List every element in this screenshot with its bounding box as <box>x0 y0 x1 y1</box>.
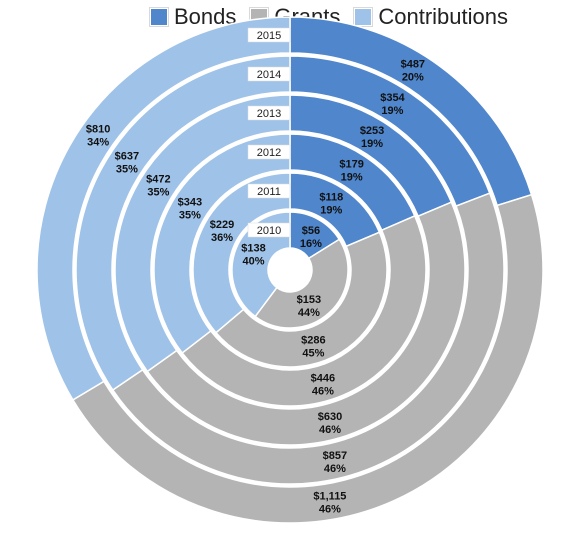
pct-label-2014-bonds: 19% <box>381 105 403 117</box>
pct-label-2013-grants: 46% <box>319 424 341 436</box>
year-label-2010: 2010 <box>257 225 281 237</box>
value-label-2010-grants: $153 <box>297 294 321 306</box>
value-label-2014-grants: $857 <box>323 450 347 462</box>
value-label-2010-bonds: $56 <box>302 225 320 237</box>
pct-label-2012-bonds: 19% <box>341 171 363 183</box>
year-label-bg-2012 <box>247 144 291 160</box>
pct-label-2014-contributions: 35% <box>116 163 138 175</box>
pct-label-2011-contributions: 36% <box>211 232 233 244</box>
value-label-2013-contributions: $472 <box>146 173 170 185</box>
pct-label-2015-bonds: 20% <box>402 72 424 84</box>
pct-label-2011-grants: 45% <box>302 347 324 359</box>
year-label-2011: 2011 <box>257 186 281 198</box>
slice-2014-contributions <box>75 55 291 391</box>
slice-2010-grants <box>254 238 349 329</box>
slice-2010-contributions <box>231 211 291 318</box>
pct-label-2012-grants: 46% <box>312 385 334 397</box>
year-label-bg-2011 <box>247 183 291 199</box>
pct-label-2012-contributions: 35% <box>179 210 201 222</box>
value-label-2011-contributions: $229 <box>210 219 234 231</box>
pct-label-2013-bonds: 19% <box>361 138 383 150</box>
value-label-2011-bonds: $118 <box>319 192 343 204</box>
value-label-2014-contributions: $637 <box>115 150 139 162</box>
year-label-bg-2010 <box>247 222 291 238</box>
value-label-2015-grants: $1,115 <box>313 491 346 503</box>
value-label-2011-grants: $286 <box>301 334 325 346</box>
pct-label-2013-contributions: 35% <box>147 186 169 198</box>
year-label-bg-2015 <box>247 27 291 43</box>
value-label-2012-grants: $446 <box>311 372 335 384</box>
legend-swatch-bonds <box>149 8 168 26</box>
pct-label-2011-bonds: 19% <box>320 205 342 217</box>
slice-2015-contributions <box>36 16 291 401</box>
slice-2013-grants <box>146 201 466 446</box>
slice-2013-contributions <box>114 94 291 373</box>
slice-2011-grants <box>214 231 388 368</box>
year-label-2013: 2013 <box>257 108 281 120</box>
year-label-2012: 2012 <box>257 147 281 159</box>
legend-label-contributions: Contributions <box>378 4 508 29</box>
year-label-bg-2014 <box>247 66 291 82</box>
pct-label-2010-bonds: 16% <box>300 238 322 250</box>
legend-item-contributions[interactable]: Contributions <box>354 4 508 30</box>
slice-2014-grants <box>111 192 505 485</box>
legend: Bonds Grants Contributions <box>0 4 568 30</box>
value-label-2013-grants: $630 <box>318 411 342 423</box>
legend-swatch-contributions <box>354 8 373 26</box>
slice-2012-grants <box>181 214 427 407</box>
value-label-2013-bonds: $253 <box>360 125 384 137</box>
pct-label-2010-contributions: 40% <box>242 256 264 268</box>
value-label-2012-contributions: $343 <box>178 197 202 209</box>
year-label-2014: 2014 <box>257 69 281 81</box>
pct-label-2015-contributions: 34% <box>87 136 109 148</box>
value-label-2010-contributions: $138 <box>241 243 265 255</box>
pct-label-2015-grants: 46% <box>319 504 341 516</box>
year-label-bg-2013 <box>247 105 291 121</box>
slice-2012-contributions <box>153 133 291 354</box>
value-label-2015-contributions: $810 <box>86 123 110 135</box>
value-label-2012-bonds: $179 <box>339 158 363 170</box>
slice-2011-contributions <box>192 172 291 334</box>
value-label-2014-bonds: $354 <box>380 92 405 104</box>
value-label-2015-bonds: $487 <box>401 59 425 71</box>
pct-label-2010-grants: 44% <box>298 307 320 319</box>
pct-label-2014-grants: 46% <box>324 463 346 475</box>
year-label-2015: 2015 <box>257 30 281 42</box>
